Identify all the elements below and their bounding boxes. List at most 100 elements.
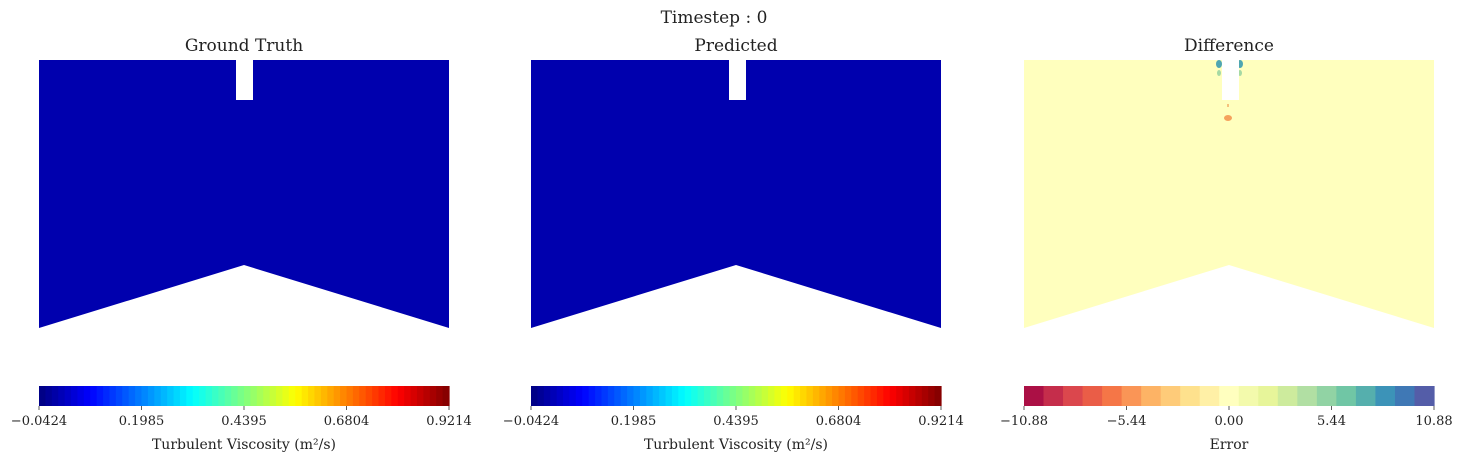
colorbar-swatch bbox=[96, 386, 104, 406]
colorbar-swatch bbox=[838, 386, 846, 406]
colorbar-swatch bbox=[1316, 386, 1337, 406]
colorbar-swatch bbox=[391, 386, 399, 406]
colorbar-swatch bbox=[870, 386, 878, 406]
colorbar-swatch bbox=[301, 386, 309, 406]
flow-domain bbox=[39, 60, 449, 328]
colorbar-swatch bbox=[282, 386, 290, 406]
colorbar-swatch bbox=[1199, 386, 1220, 406]
colorbar-swatch bbox=[231, 386, 239, 406]
colorbar-swatch bbox=[575, 386, 583, 406]
colorbar-swatch bbox=[1355, 386, 1377, 406]
colorbar-swatch bbox=[410, 386, 418, 406]
colorbar-swatch bbox=[537, 386, 545, 406]
colorbar-swatch bbox=[876, 386, 884, 406]
colorbar-tick-label: 0.6804 bbox=[816, 414, 862, 429]
colorbar-swatch bbox=[883, 386, 891, 406]
colorbar-tick-label: 0.4395 bbox=[221, 414, 267, 429]
colorbar-swatch bbox=[556, 386, 564, 406]
colorbar-swatch bbox=[684, 386, 692, 406]
colorbar-swatch bbox=[404, 386, 412, 406]
colorbar-swatch bbox=[832, 386, 840, 406]
colorbar-swatch bbox=[90, 386, 98, 406]
colorbar-swatch bbox=[716, 386, 724, 406]
colorbar-swatch bbox=[723, 386, 731, 406]
colorbar-swatch bbox=[563, 386, 571, 406]
colorbar-swatch bbox=[179, 386, 187, 406]
colorbar-swatch bbox=[77, 386, 85, 406]
colorbar-swatch bbox=[531, 386, 539, 406]
colorbar-swatch bbox=[569, 386, 577, 406]
colorbar-swatch bbox=[442, 386, 450, 406]
colorbar-tick-label: −5.44 bbox=[1107, 414, 1147, 429]
colorbar-swatch bbox=[1180, 386, 1201, 406]
colorbar-swatch bbox=[365, 386, 373, 406]
colorbar-swatch bbox=[729, 386, 737, 406]
colorbar-swatch bbox=[128, 386, 136, 406]
colorbar-swatch bbox=[607, 386, 615, 406]
error-spot bbox=[1227, 104, 1229, 107]
colorbar-swatch bbox=[1102, 386, 1123, 406]
colorbar-tick-label: 0.6804 bbox=[324, 414, 370, 429]
colorbar-label: Turbulent Viscosity (m²/s) bbox=[152, 437, 336, 453]
error-spot bbox=[1217, 70, 1221, 76]
colorbar-swatch bbox=[71, 386, 79, 406]
colorbar-swatch bbox=[147, 386, 155, 406]
colorbar-swatch bbox=[436, 386, 444, 406]
colorbar-swatch bbox=[211, 386, 219, 406]
colorbar-swatch bbox=[45, 386, 53, 406]
colorbar-swatch bbox=[902, 386, 910, 406]
colorbar-swatch bbox=[186, 386, 194, 406]
colorbar-swatch bbox=[800, 386, 808, 406]
colorbar-swatch bbox=[384, 386, 392, 406]
colorbar-swatch bbox=[703, 386, 711, 406]
colorbar-swatch bbox=[1414, 386, 1435, 406]
colorbar-swatch bbox=[1121, 386, 1142, 406]
colorbar-swatch bbox=[812, 386, 820, 406]
panel-difference: Difference −10.88 −5.44 0.00 5.44 10.88 Erro… bbox=[1000, 36, 1453, 453]
colorbar-swatch bbox=[1258, 386, 1279, 406]
colorbar-swatch bbox=[1082, 386, 1103, 406]
colorbar-swatch bbox=[787, 386, 795, 406]
colorbar-swatch bbox=[646, 386, 654, 406]
colorbar-swatch bbox=[173, 386, 181, 406]
colorbar-swatch bbox=[122, 386, 130, 406]
colorbar: −10.88 −5.44 0.00 5.44 10.88 bbox=[1000, 386, 1453, 429]
colorbar-swatch bbox=[135, 386, 143, 406]
panel-title: Ground Truth bbox=[185, 36, 303, 56]
colorbar: −0.0424 0.1985 0.4395 0.6804 0.9214 bbox=[503, 386, 964, 429]
colorbar-swatch bbox=[595, 386, 603, 406]
colorbar-swatch bbox=[1160, 386, 1181, 406]
inlet-slot bbox=[236, 59, 253, 100]
colorbar-tick-label: −0.0424 bbox=[11, 414, 67, 429]
colorbar-swatch bbox=[154, 386, 162, 406]
inlet-slot bbox=[1222, 59, 1239, 100]
colorbar-swatch bbox=[1063, 386, 1084, 406]
colorbar-swatch bbox=[83, 386, 91, 406]
colorbar-swatch bbox=[1219, 386, 1240, 406]
colorbar-swatch bbox=[857, 386, 865, 406]
colorbar-swatch bbox=[103, 386, 111, 406]
inlet-slot bbox=[729, 59, 746, 100]
colorbar-swatch bbox=[691, 386, 699, 406]
colorbar-tick-label: 0.00 bbox=[1215, 414, 1244, 429]
figure-title: Timestep : 0 bbox=[661, 8, 768, 28]
colorbar-swatch bbox=[588, 386, 596, 406]
colorbar-swatch bbox=[378, 386, 386, 406]
colorbar-swatch bbox=[1277, 386, 1298, 406]
colorbar-swatch bbox=[1238, 386, 1259, 406]
colorbar-swatch bbox=[288, 386, 296, 406]
colorbar-tick-label: 0.9214 bbox=[426, 414, 472, 429]
colorbar-swatch bbox=[793, 386, 801, 406]
colorbar-swatch bbox=[627, 386, 635, 406]
colorbar-swatch bbox=[659, 386, 667, 406]
colorbar-swatch bbox=[269, 386, 277, 406]
colorbar-swatch bbox=[333, 386, 341, 406]
colorbar-swatch bbox=[678, 386, 686, 406]
colorbar-swatch bbox=[755, 386, 763, 406]
colorbar-swatch bbox=[416, 386, 424, 406]
colorbar-swatch bbox=[934, 386, 942, 406]
colorbar-swatch bbox=[748, 386, 756, 406]
panel-title: Difference bbox=[1184, 36, 1274, 56]
colorbar-tick-label: 0.4395 bbox=[713, 414, 759, 429]
